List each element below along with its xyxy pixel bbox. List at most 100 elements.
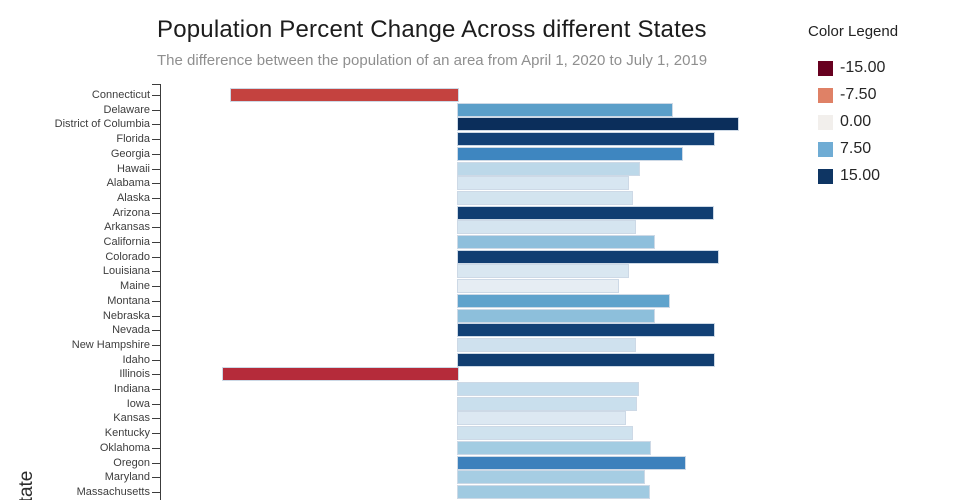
y-tick-mark [152, 183, 160, 185]
y-tick-label: Maryland [104, 471, 150, 484]
bar-kansas [457, 411, 627, 426]
y-tick-label: Oregon [113, 456, 150, 469]
legend-swatch-icon [818, 87, 833, 103]
bar-louisiana [457, 264, 630, 279]
bar-delaware [457, 102, 674, 117]
chart-subtitle: The difference between the population of… [157, 52, 708, 69]
y-tick-mark [152, 462, 160, 464]
legend-item: -15.00 [818, 59, 885, 77]
bar-idaho [457, 352, 716, 367]
y-tick-label: Alaska [116, 191, 150, 204]
y-tick-label: Idaho [122, 353, 150, 366]
y-tick-mark [152, 242, 160, 243]
y-tick-label: New Hampshire [71, 338, 150, 351]
bar-connecticut [230, 88, 459, 102]
y-tick-mark [152, 315, 160, 317]
bar-kentucky [457, 426, 633, 441]
y-tick-mark [152, 344, 160, 346]
bar-alaska [457, 190, 633, 205]
y-tick-label: Hawaii [116, 162, 150, 175]
y-tick-mark [152, 139, 160, 141]
y-tick-label: Kentucky [104, 427, 150, 440]
y-tick-label: Oklahoma [99, 441, 150, 454]
y-tick-mark [152, 477, 160, 479]
legend-title: Color Legend [808, 23, 899, 40]
legend-swatch-icon [818, 141, 833, 157]
legend-swatch-icon [818, 168, 833, 184]
bar-arkansas [457, 220, 636, 235]
y-tick-mark [152, 447, 160, 449]
y-tick-label: Delaware [103, 103, 150, 116]
y-tick-mark [152, 330, 160, 332]
bar-nevada [457, 323, 716, 338]
y-tick-label: Florida [116, 133, 150, 146]
bar-georgia [457, 146, 683, 161]
y-tick-label: Kansas [113, 412, 150, 425]
bar-alabama [457, 176, 630, 191]
y-tick-label: Illinois [119, 368, 150, 381]
y-tick-mark [152, 153, 160, 155]
y-tick-label: Maine [120, 280, 150, 293]
y-tick-label: District of Columbia [54, 118, 150, 131]
bar-nebraska [457, 308, 655, 323]
legend-item: -7.50 [818, 86, 885, 104]
legend-label: 15.00 [840, 167, 881, 184]
y-tick-label: Nevada [112, 324, 150, 337]
bar-california [457, 235, 655, 249]
y-tick-label: Indiana [113, 383, 150, 395]
color-legend: -15.00 -7.50 0.00 7.50 15.00 [818, 59, 885, 185]
legend-label: 0.00 [840, 113, 872, 130]
y-tick-mark [152, 300, 160, 302]
bar-iowa [457, 396, 638, 411]
y-tick-label: Louisiana [102, 265, 150, 278]
legend-swatch-icon [818, 114, 833, 130]
y-tick-mark [152, 271, 160, 273]
legend-item: 15.00 [818, 167, 885, 185]
y-tick-label: Colorado [105, 250, 150, 263]
chart-title: Population Percent Change Across differe… [157, 16, 707, 43]
bar-arizona [457, 205, 714, 220]
y-tick-label: Montana [107, 294, 150, 307]
legend-label: -7.50 [840, 86, 877, 103]
bar-colorado [457, 249, 719, 264]
bar-district-of-columbia [457, 117, 739, 132]
y-tick-mark [152, 433, 160, 435]
legend-item: 7.50 [818, 140, 885, 158]
bar-oregon [457, 455, 686, 470]
legend-swatch-icon [818, 60, 833, 76]
y-tick-mark [152, 197, 160, 199]
y-tick-mark [152, 418, 160, 420]
y-tick-label: Iowa [126, 397, 150, 410]
bar-oklahoma [457, 440, 652, 455]
y-tick-mark [152, 168, 160, 170]
y-tick-label: Alabama [106, 177, 150, 190]
bar-maine [457, 279, 619, 294]
y-tick-label: Nebraska [102, 309, 150, 322]
bar-montana [457, 293, 671, 308]
y-tick-mark [152, 389, 160, 390]
y-tick-mark [152, 109, 160, 111]
y-tick-mark [152, 124, 160, 126]
bar-indiana [457, 382, 639, 396]
y-tick-label: Arizona [112, 206, 150, 219]
bar-illinois [222, 367, 459, 382]
bar-new-hampshire [457, 337, 636, 352]
legend-label: 7.50 [840, 140, 872, 157]
y-tick-mark [152, 227, 160, 229]
legend-item: 0.00 [818, 113, 885, 131]
y-tick-mark [152, 256, 160, 258]
y-axis-line [160, 84, 161, 500]
y-axis-end-cap [152, 84, 160, 85]
legend-label: -15.00 [840, 59, 886, 76]
y-tick-mark [152, 403, 160, 405]
bar-hawaii [457, 161, 641, 176]
y-tick-mark [152, 491, 160, 493]
y-tick-label: California [103, 236, 150, 248]
bar-maryland [457, 470, 646, 485]
y-tick-mark [152, 286, 160, 288]
y-tick-label: Massachusetts [76, 485, 150, 498]
y-tick-label: Georgia [110, 147, 150, 160]
y-tick-label: Connecticut [91, 89, 150, 101]
y-tick-mark [152, 95, 160, 96]
